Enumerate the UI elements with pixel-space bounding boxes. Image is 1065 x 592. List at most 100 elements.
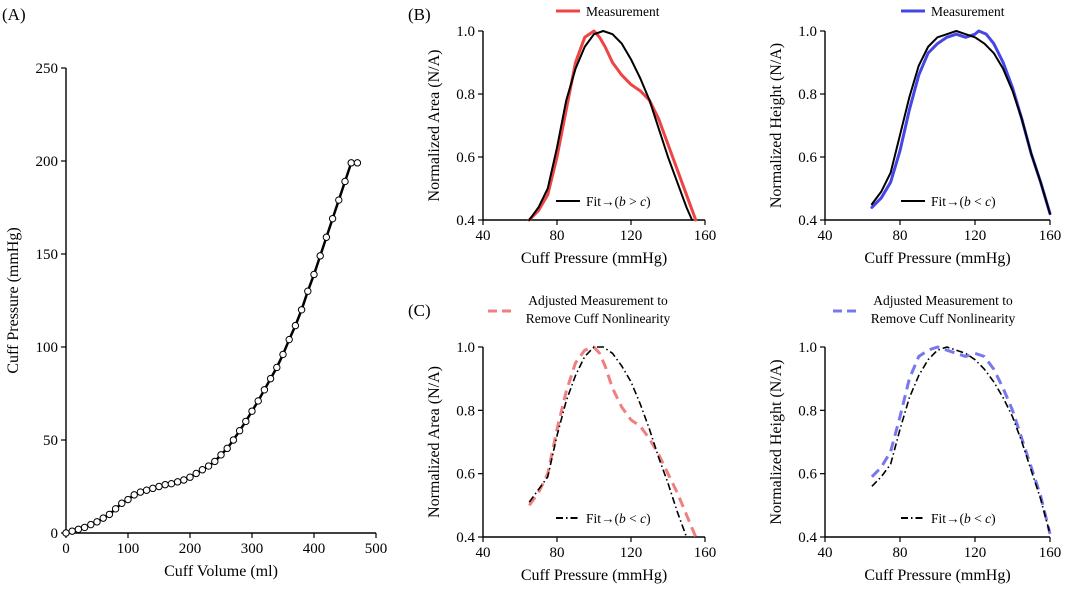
y-tick-label: 0.6: [456, 467, 475, 483]
x-tick-label: 0: [62, 541, 70, 557]
legend-fit-variable: c: [640, 194, 646, 209]
y-axis-label: Normalized Height (N/A): [768, 43, 785, 208]
x-tick-label: 120: [620, 228, 643, 244]
x-tick-label: 500: [365, 541, 388, 557]
legend-fit-variable: b: [964, 194, 971, 209]
panel-label-c: (C): [408, 301, 431, 320]
y-tick-label: 0.4: [456, 213, 475, 229]
legend-label: Measurement: [586, 4, 660, 19]
legend-fit-text: <: [971, 194, 985, 209]
data-point: [180, 476, 188, 484]
y-tick-label: 1.0: [456, 24, 475, 40]
y-tick-label: 0.8: [798, 403, 817, 419]
data-point: [142, 486, 151, 494]
legend-fit-text: <: [971, 511, 985, 526]
x-tick-label: 40: [476, 545, 491, 561]
x-tick-label: 160: [694, 228, 717, 244]
chart-c-normalized-height: 40 80 120 160 0.4 0.6 0.8 1.0 Cuff Pressure (mmH…: [768, 293, 1061, 584]
data-point: [273, 363, 281, 372]
y-tick-label: 0.6: [798, 467, 817, 483]
x-tick-label: 160: [1039, 545, 1062, 561]
data-point: [167, 480, 176, 488]
data-point: [149, 484, 157, 493]
data-point: [211, 457, 219, 466]
x-tick-label: 120: [964, 228, 987, 244]
data-point: [229, 436, 238, 444]
x-tick-label: 300: [241, 541, 264, 557]
data-point: [198, 466, 207, 474]
data-point: [68, 527, 76, 535]
chart-b-normalized-area: 40 80 120 160 0.4 0.6 0.8 1.0 Cuff Pressure (mmH…: [426, 4, 716, 267]
data-point: [335, 196, 343, 204]
y-axis-label: Cuff Pressure (mmHg): [5, 227, 22, 373]
legend-fit-label: Fit→(b < c): [586, 511, 651, 526]
legend-fit-text: <: [626, 511, 640, 526]
legend-fit-text: ): [646, 194, 651, 209]
data-point: [223, 444, 231, 453]
chart-b-normalized-height: 40 80 120 160 0.4 0.6 0.8 1.0 Cuff Pressure (mmH…: [768, 4, 1061, 267]
x-tick-label: 400: [303, 541, 326, 557]
x-tick-label: 40: [476, 228, 491, 244]
legend-fit-text: ): [646, 511, 651, 526]
x-tick-label: 160: [694, 545, 717, 561]
data-point: [217, 451, 225, 459]
panel-label-b: (B): [408, 5, 431, 24]
y-tick-label: 200: [36, 154, 59, 170]
x-tick-label: 120: [620, 545, 643, 561]
y-tick-label: 0.6: [798, 150, 817, 166]
x-tick-label: 80: [893, 545, 908, 561]
legend-fit-text: Fit→(: [586, 194, 620, 209]
y-tick-label: 0.4: [798, 213, 817, 229]
legend-fit-text: >: [626, 194, 640, 209]
data-point: [80, 523, 89, 532]
x-axis-label: Cuff Pressure (mmHg): [864, 567, 1010, 584]
y-tick-label: 0.4: [456, 530, 475, 546]
y-tick-label: 1.0: [456, 340, 475, 356]
legend-fit-variable: b: [619, 194, 626, 209]
legend-fit-variable: c: [985, 194, 991, 209]
data-point: [347, 159, 355, 167]
legend-fit-text: Fit→(: [586, 511, 620, 526]
series-line-1: [528, 346, 688, 538]
x-tick-label: 100: [117, 541, 140, 557]
x-axis-label: Cuff Volume (ml): [164, 563, 278, 580]
legend-fit-text: ): [991, 511, 996, 526]
data-point: [266, 374, 275, 383]
data-point: [235, 427, 244, 435]
y-tick-label: 0.8: [456, 87, 475, 103]
x-axis-label: Cuff Pressure (mmHg): [521, 250, 667, 267]
chart-c-normalized-area: 40 80 120 160 0.4 0.6 0.8 1.0 Cuff Pressure (mmH…: [426, 293, 716, 584]
panel-label-a: (A): [2, 5, 26, 24]
y-tick-label: 0.6: [456, 150, 475, 166]
legend-fit-label: Fit→(b < c): [931, 511, 996, 526]
data-point: [353, 159, 362, 167]
x-tick-label: 40: [818, 545, 833, 561]
data-point: [124, 495, 132, 504]
data-point: [297, 306, 306, 314]
y-tick-label: 1.0: [798, 24, 817, 40]
data-point: [186, 473, 194, 481]
data-point: [204, 462, 213, 470]
legend-fit-variable: c: [985, 511, 991, 526]
data-point: [155, 482, 163, 491]
legend-fit-text: Fit→(: [931, 194, 965, 209]
data-point: [291, 321, 300, 330]
series-line-0: [64, 161, 359, 535]
data-point: [93, 518, 101, 526]
legend-fit-variable: b: [619, 511, 626, 526]
y-tick-label: 100: [36, 340, 59, 356]
legend-label-line2: Remove Cuff Nonlinearity: [871, 311, 1016, 326]
data-point: [62, 529, 70, 537]
legend-fit-text: ): [991, 194, 996, 209]
data-point: [304, 287, 312, 295]
y-tick-label: 0.8: [456, 403, 475, 419]
legend-label: Adjusted Measurement to: [873, 293, 1013, 308]
legend-label-line2: Remove Cuff Nonlinearity: [526, 311, 671, 326]
y-tick-label: 150: [36, 247, 59, 263]
y-tick-label: 250: [36, 61, 59, 77]
data-point: [310, 270, 318, 279]
series-line-0: [528, 345, 698, 538]
y-tick-label: 0.4: [798, 530, 817, 546]
data-point: [322, 233, 331, 241]
